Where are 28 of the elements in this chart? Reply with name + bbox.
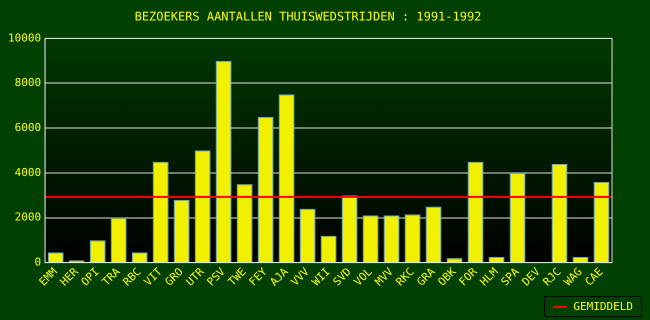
y-tick-label: 4000 — [14, 166, 42, 179]
x-tick-label: RJC — [540, 265, 564, 288]
x-tick-label: VOL — [351, 264, 375, 288]
x-tick-label: CAE — [582, 265, 606, 288]
y-tick-label: 8000 — [14, 76, 42, 90]
x-tick-label: FEY — [246, 264, 270, 288]
x-tick-label: RKC — [393, 265, 417, 288]
x-tick-label: VIT — [141, 264, 165, 288]
x-tick-label: WAG — [561, 265, 585, 288]
x-tick-label: GRO — [162, 265, 186, 288]
x-tick-label: SPA — [498, 264, 522, 288]
x-tick-label: UTR — [183, 264, 207, 288]
x-tick-label: TWE — [225, 265, 249, 288]
x-tick-label: VVV — [288, 264, 312, 288]
y-tick-label: 10000 — [8, 31, 42, 44]
x-tick-label: WII — [309, 265, 333, 288]
x-tick-label: GRA — [414, 264, 438, 288]
y-tick-label: 2000 — [14, 210, 42, 224]
x-tick-label: OPI — [78, 265, 102, 288]
chart-title: BEZOEKERS AANTALLEN THUISWEDSTRIJDEN : 1991-1992 — [134, 9, 482, 24]
y-tick-label: 6000 — [14, 120, 42, 134]
x-tick-label: AJA — [267, 264, 291, 288]
x-tick-label: HER — [58, 264, 82, 288]
x-tick-label: PSV — [204, 264, 228, 288]
x-tick-label: OBK — [435, 264, 459, 288]
x-tick-label: SVD — [330, 265, 354, 288]
legend-label: GEMIDDELD — [573, 300, 633, 313]
x-tick-label: FOR — [456, 264, 480, 288]
